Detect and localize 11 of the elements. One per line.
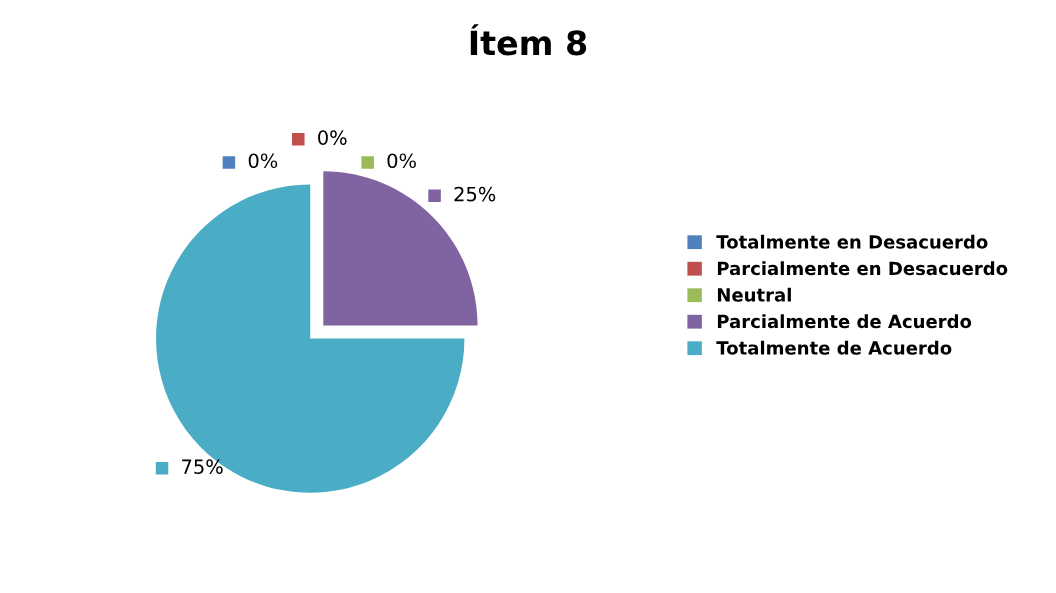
text: 0% — [248, 153, 278, 169]
data-label: 75% — [182, 459, 223, 474]
legend-label: Totalmente de Acuerdo — [716, 340, 952, 355]
legend-label: Parcialmente de Acuerdo — [717, 314, 972, 329]
text: 0% — [318, 130, 347, 145]
data-label: 25% — [454, 186, 496, 202]
chart-title: Ítem 8 — [470, 24, 587, 56]
legend-label: Neutral — [717, 287, 791, 302]
text: 0% — [387, 153, 416, 169]
legend-label: Totalmente en Desacuerdo — [716, 234, 988, 249]
legend-label: Parcialmente en Desacuerdo — [717, 261, 1008, 276]
